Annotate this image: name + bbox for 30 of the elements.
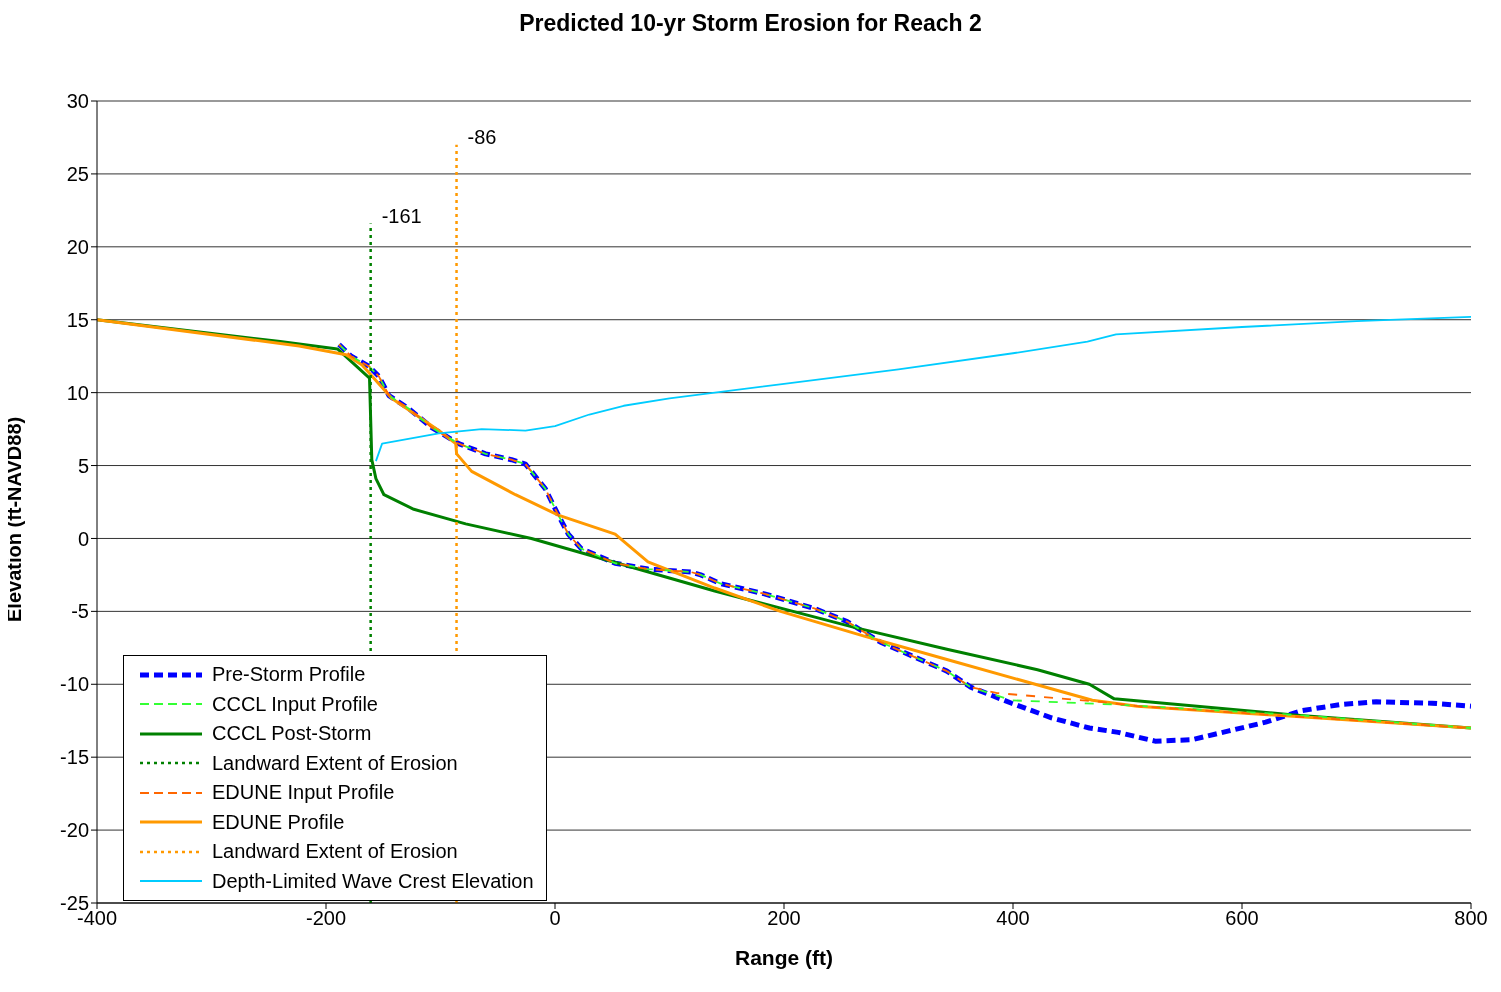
legend-label: EDUNE Profile <box>212 810 345 834</box>
legend-label: CCCL Post-Storm <box>212 722 372 746</box>
legend-label: Landward Extent of Erosion <box>212 751 458 775</box>
y-tick-label: 30 <box>66 90 89 113</box>
legend-label: Depth-Limited Wave Crest Elevation <box>212 869 534 893</box>
y-tick-label: -10 <box>60 673 89 696</box>
legend-label: Landward Extent of Erosion <box>212 840 458 864</box>
y-tick-label: 5 <box>77 454 89 477</box>
legend-label: CCCL Input Profile <box>212 692 378 716</box>
line-series <box>375 315 1471 463</box>
y-tick-label: -5 <box>71 600 89 623</box>
legend-label: EDUNE Input Profile <box>212 781 395 805</box>
y-tick-label: 0 <box>77 527 89 550</box>
y-tick-label: 25 <box>66 163 89 186</box>
x-tick-label: 800 <box>1454 907 1488 930</box>
y-tick-label: 10 <box>66 381 89 404</box>
legend-label: Pre-Storm Profile <box>212 663 366 687</box>
y-tick-label: -15 <box>60 746 89 769</box>
y-tick-label: 20 <box>66 235 89 258</box>
annotation: -161 <box>381 204 422 227</box>
y-tick-label: 15 <box>66 308 89 331</box>
x-tick-label: 200 <box>767 907 801 930</box>
y-tick-label: -20 <box>60 819 89 842</box>
annotation: -86 <box>467 125 497 148</box>
x-tick-label: -200 <box>305 907 347 930</box>
x-tick-label: 0 <box>549 907 561 930</box>
x-tick-label: 400 <box>996 907 1030 930</box>
x-axis-title: Range (ft) <box>735 946 833 969</box>
chart-title: Predicted 10-yr Storm Erosion for Reach 2 <box>518 10 983 37</box>
x-tick-label: 600 <box>1225 907 1259 930</box>
